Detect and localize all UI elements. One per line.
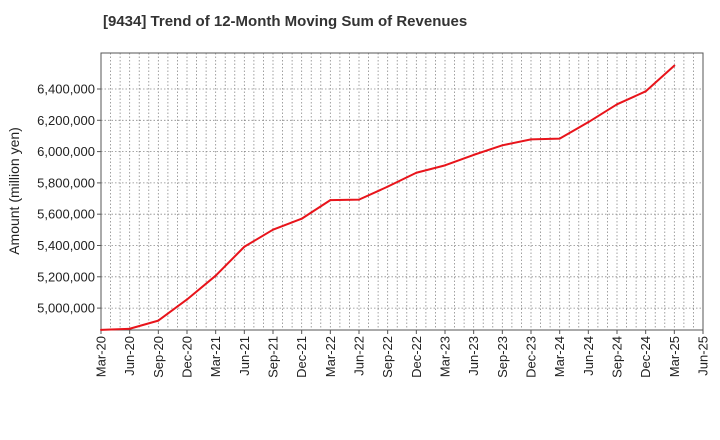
- x-tick-label: Dec-23: [524, 336, 539, 378]
- x-tick-label: Sep-22: [380, 336, 395, 378]
- x-tick-label: Sep-20: [151, 336, 166, 378]
- y-axis-title: Amount (million yen): [6, 127, 22, 255]
- data-point: [415, 171, 418, 174]
- series-layer: [100, 64, 676, 331]
- data-point: [616, 103, 618, 106]
- x-axis-ticks: Mar-20 Jun-20 Sep-20 Dec-20 Mar-21 Jun-21 Sep-…: [94, 330, 711, 378]
- data-point: [587, 121, 590, 124]
- data-point: [530, 138, 532, 141]
- x-tick-label: Dec-22: [409, 336, 424, 378]
- data-point: [558, 137, 561, 140]
- x-tick-label: Jun-20: [122, 336, 137, 376]
- x-tick-label: Mar-21: [208, 336, 223, 377]
- y-tick-label: 5,400,000: [37, 238, 95, 253]
- x-tick-label: Sep-23: [495, 336, 510, 378]
- data-point: [444, 164, 446, 167]
- x-tick-label: Dec-20: [180, 336, 195, 378]
- y-tick-label: 5,600,000: [37, 207, 95, 222]
- data-point: [272, 228, 274, 231]
- data-point: [300, 217, 303, 220]
- y-tick-label: 6,200,000: [37, 113, 95, 128]
- x-tick-label: Dec-21: [294, 336, 309, 378]
- x-tick-label: Mar-23: [438, 336, 453, 377]
- data-point: [214, 274, 217, 277]
- data-point: [644, 90, 647, 93]
- x-tick-label: Jun-23: [466, 336, 481, 376]
- y-tick-label: 6,400,000: [37, 81, 95, 96]
- x-tick-label: Mar-22: [323, 336, 338, 377]
- plot-area-frame: [100, 52, 704, 331]
- data-point: [329, 199, 332, 202]
- data-point: [358, 198, 360, 201]
- y-tick-label: 6,000,000: [37, 144, 95, 159]
- data-point: [128, 327, 131, 330]
- x-tick-label: Jun-21: [237, 336, 252, 376]
- data-point: [100, 328, 102, 331]
- data-point: [157, 319, 160, 322]
- x-tick-label: Jun-22: [352, 336, 367, 376]
- data-point: [243, 245, 246, 248]
- data-point: [673, 64, 676, 67]
- y-axis-ticks: 5,000,000 5,200,000 5,400,000 5,600,000 5,80…: [37, 81, 101, 316]
- data-point: [186, 298, 188, 301]
- x-tick-label: Mar-24: [552, 336, 567, 377]
- x-tick-label: Mar-20: [94, 336, 109, 377]
- x-tick-label: Sep-21: [266, 336, 281, 378]
- chart-title: [9434] Trend of 12-Month Moving Sum of R…: [103, 13, 468, 30]
- data-point: [386, 185, 389, 188]
- y-tick-label: 5,000,000: [37, 301, 95, 316]
- x-tick-label: Jun-24: [581, 336, 596, 376]
- x-tick-label: Jun-25: [696, 336, 711, 376]
- x-tick-label: Dec-24: [638, 336, 653, 378]
- x-tick-label: Sep-24: [610, 336, 625, 378]
- x-tick-label: Mar-25: [667, 336, 682, 377]
- data-point: [472, 153, 475, 156]
- data-point: [501, 144, 504, 147]
- y-tick-label: 5,800,000: [37, 175, 95, 190]
- grid-layer: [101, 53, 703, 330]
- y-tick-label: 5,200,000: [37, 269, 95, 284]
